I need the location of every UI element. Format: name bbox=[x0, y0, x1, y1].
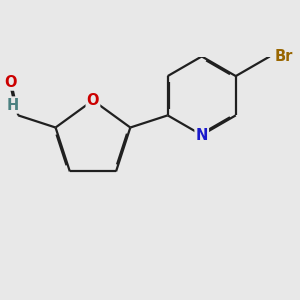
Text: H: H bbox=[7, 98, 19, 112]
Text: O: O bbox=[4, 75, 16, 90]
Text: Br: Br bbox=[275, 49, 293, 64]
Text: N: N bbox=[196, 128, 208, 142]
Text: O: O bbox=[87, 93, 99, 108]
